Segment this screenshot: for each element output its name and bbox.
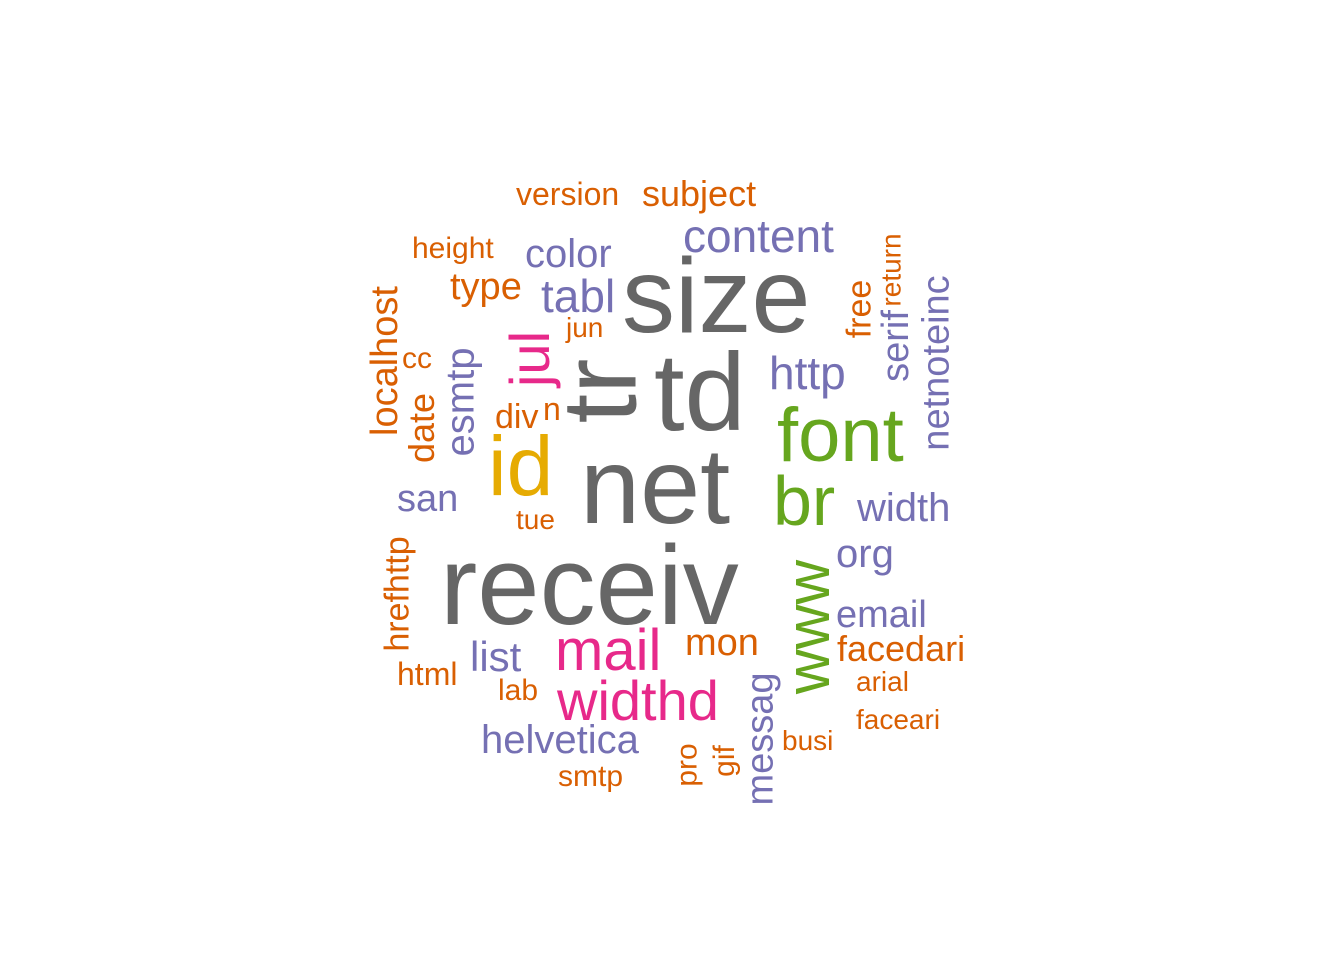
- word-facedari: facedari: [837, 628, 966, 669]
- word-br: br: [773, 462, 836, 540]
- word-list: list: [470, 633, 522, 680]
- word-jul: jul: [498, 330, 562, 388]
- word-lab: lab: [498, 674, 539, 707]
- word-busi: busi: [782, 725, 834, 756]
- word-height: height: [412, 232, 494, 265]
- word-tue: tue: [516, 504, 555, 535]
- word-date: date: [401, 392, 443, 464]
- word-return: return: [875, 233, 907, 307]
- word-gif: gif: [707, 745, 741, 777]
- word-type: type: [450, 266, 522, 308]
- word-widthd: widthd: [557, 669, 719, 732]
- word-version: version: [516, 176, 620, 212]
- word-pro: pro: [670, 743, 704, 787]
- word-tr: tr: [540, 358, 659, 424]
- word-color: color: [525, 232, 612, 276]
- word-mail: mail: [555, 618, 662, 683]
- word-netnoteinc: netnoteinc: [915, 275, 958, 451]
- word-receiv: receiv: [440, 523, 739, 648]
- word-id: id: [488, 419, 554, 513]
- word-faceari: faceari: [856, 704, 941, 735]
- word-subject: subject: [642, 173, 757, 214]
- word-serif: serif: [874, 310, 917, 382]
- word-org: org: [836, 532, 894, 576]
- word-cc: cc: [402, 342, 432, 375]
- word-jun: jun: [566, 312, 604, 343]
- word-www: www: [774, 559, 844, 695]
- word-width: width: [857, 486, 951, 530]
- word-tabl: tabl: [541, 270, 616, 322]
- word-size: size: [622, 237, 811, 355]
- word-helvetica: helvetica: [481, 718, 639, 762]
- word-http: http: [769, 347, 846, 399]
- word-hrefhttp: hrefhttp: [378, 536, 417, 652]
- word-html: html: [397, 656, 458, 692]
- word-div: div: [495, 398, 539, 436]
- word-n: n: [543, 391, 561, 427]
- word-smtp: smtp: [558, 760, 624, 793]
- word-free: free: [840, 279, 879, 339]
- word-localhost: localhost: [363, 286, 406, 436]
- word-messag: messag: [739, 672, 782, 806]
- word-arial: arial: [856, 666, 909, 697]
- word-net: net: [580, 425, 731, 546]
- word-mon: mon: [685, 622, 759, 664]
- word-san: san: [397, 478, 459, 520]
- word-esmtp: esmtp: [438, 347, 483, 457]
- word-content: content: [683, 210, 834, 262]
- word-font: font: [777, 393, 904, 478]
- word-td: td: [654, 331, 746, 454]
- word-email: email: [836, 594, 927, 636]
